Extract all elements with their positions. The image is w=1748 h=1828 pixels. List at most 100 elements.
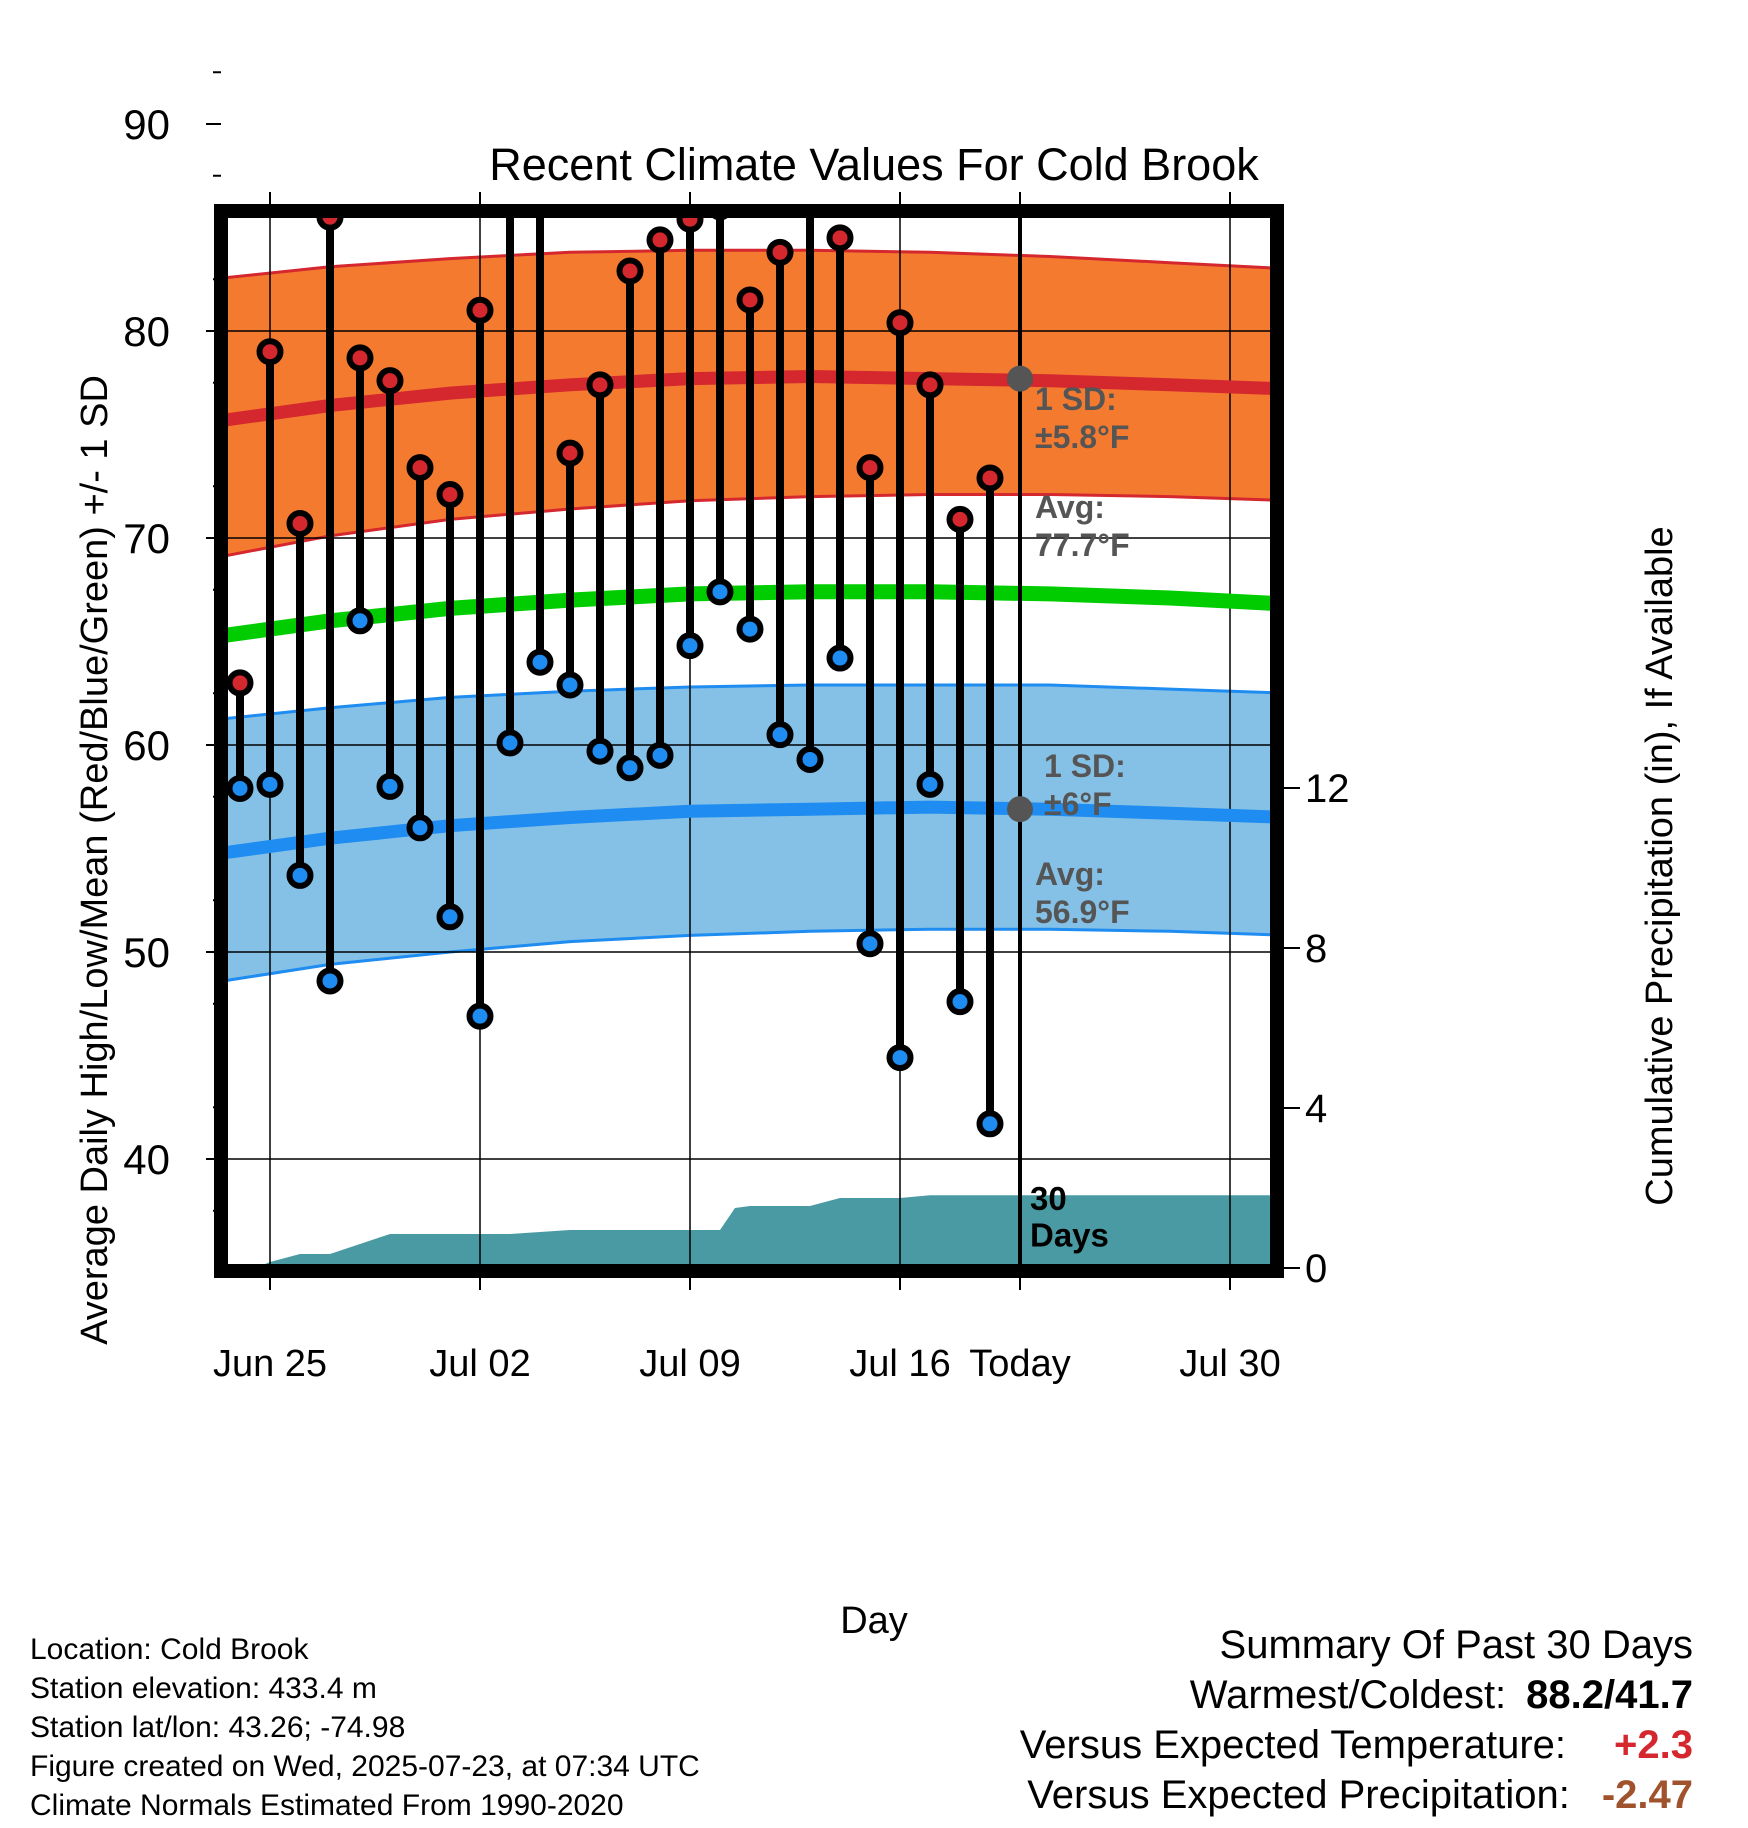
x-tick-label: Jul 30 xyxy=(1179,1343,1280,1385)
y-tick-label: 70 xyxy=(123,515,170,562)
daily-low-point xyxy=(826,644,854,672)
daily-low-point xyxy=(346,607,374,635)
daily-low-point xyxy=(526,648,554,676)
y-tick-label: 40 xyxy=(123,1136,170,1183)
daily-low-point xyxy=(256,770,284,798)
daily-low-point xyxy=(916,770,944,798)
daily-high-point xyxy=(406,454,434,482)
y2-tick-label: 0 xyxy=(1305,1247,1327,1291)
x-tick-label: Jul 16 xyxy=(849,1343,950,1385)
daily-low-point xyxy=(316,967,344,995)
high-avg-annotation: Avg: 77.7°F xyxy=(1035,489,1130,563)
daily-low-point xyxy=(226,774,254,802)
daily-high-point xyxy=(256,338,284,366)
precip-anomaly-value: -2.47 xyxy=(1601,1773,1693,1817)
summary-panel: Summary Of Past 30 Days Warmest/Coldest:… xyxy=(1020,1620,1693,1820)
daily-high-point xyxy=(946,505,974,533)
daily-high-point xyxy=(586,371,614,399)
daily-high-point xyxy=(376,367,404,395)
daily-low-point xyxy=(586,737,614,765)
station-info: Location: Cold Brook Station elevation: … xyxy=(30,1630,700,1825)
y-tick-label: 90 xyxy=(123,101,170,148)
today-low-avg-marker xyxy=(1007,796,1033,823)
temp-anomaly-label: Versus Expected Temperature: xyxy=(1019,1723,1567,1767)
daily-high-point xyxy=(556,439,584,467)
precip-area xyxy=(225,1195,1275,1268)
today-high-avg-marker xyxy=(1007,365,1033,392)
daily-high-point xyxy=(346,344,374,372)
daily-high-point xyxy=(826,224,854,252)
y-tick-label: 50 xyxy=(123,929,170,976)
daily-low-point xyxy=(886,1044,914,1072)
daily-low-point xyxy=(796,745,824,773)
daily-high-point xyxy=(916,371,944,399)
plot-clip-group: 1 SD: ±5.8°F Avg: 77.7°F 1 SD: ±6°F Avg: 56.9°F… xyxy=(110,161,1275,1268)
precip-anomaly-label: Versus Expected Precipitation: xyxy=(1027,1773,1570,1817)
y-axis-label: Average Daily High/Low/Mean (Red/Blue/Gr… xyxy=(74,375,116,1345)
temp-anomaly-value: +2.3 xyxy=(1614,1723,1693,1767)
daily-high-point xyxy=(646,226,674,254)
daily-high-point xyxy=(226,669,254,697)
chart-title: Recent Climate Values For Cold Brook xyxy=(489,139,1259,190)
daily-low-point xyxy=(976,1110,1004,1138)
high-sd-annotation: 1 SD: ±5.8°F xyxy=(1035,381,1129,455)
x-axis-label: Day xyxy=(840,1600,908,1642)
y2-axis-label: Cumulative Precipitation (in), If Availa… xyxy=(1639,526,1681,1205)
y-tick-label: 80 xyxy=(123,308,170,355)
daily-high-point xyxy=(140,161,161,182)
daily-low-point xyxy=(736,615,764,643)
warm-cold-row: Warmest/Coldest: 88.2/41.7 xyxy=(1020,1670,1693,1720)
daily-low-point xyxy=(170,683,191,704)
daily-low-point xyxy=(556,671,584,699)
daily-low-point xyxy=(616,754,644,782)
y2-tick-label: 8 xyxy=(1305,927,1327,971)
low-avg-line xyxy=(225,800,1275,860)
created-text: Figure created on Wed, 2025-07-23, at 07… xyxy=(30,1750,700,1783)
elevation-text: Station elevation: 433.4 m xyxy=(30,1672,377,1705)
daily-low-point xyxy=(646,741,674,769)
daily-low-point xyxy=(286,861,314,889)
daily-low-point xyxy=(496,729,524,757)
plot-area: 1 SD: ±5.8°F Avg: 77.7°F 1 SD: ±6°F Avg: 56.9°F… xyxy=(110,71,1350,1385)
daily-high-point xyxy=(976,464,1004,492)
daily-low-point xyxy=(856,930,884,958)
precip-anomaly-row: Versus Expected Precipitation: -2.47 xyxy=(1020,1770,1693,1820)
daily-high-point xyxy=(616,257,644,285)
daily-high-point xyxy=(736,286,764,314)
warm-cold-value: 88.2/41.7 xyxy=(1526,1673,1693,1717)
plot-frame xyxy=(214,204,1284,1278)
y2-tick-label: 4 xyxy=(1305,1087,1327,1131)
daily-low-point xyxy=(140,621,161,642)
y2-tick-label: 12 xyxy=(1305,767,1350,811)
daily-low-point xyxy=(406,814,434,842)
low-avg-annotation: Avg: 56.9°F xyxy=(1035,856,1130,930)
daily-high-point xyxy=(170,260,191,281)
daily-low-point xyxy=(766,721,794,749)
daily-low-point xyxy=(706,578,734,606)
daily-high-point xyxy=(766,238,794,266)
summary-title: Summary Of Past 30 Days xyxy=(1219,1623,1693,1667)
latlon-text: Station lat/lon: 43.26; -74.98 xyxy=(30,1711,406,1744)
daily-low-point xyxy=(436,903,464,931)
daily-high-point xyxy=(286,510,314,538)
warm-cold-label: Warmest/Coldest: xyxy=(1189,1673,1507,1717)
daily-low-point xyxy=(946,988,974,1016)
temp-anomaly-row: Versus Expected Temperature: +2.3 xyxy=(1020,1720,1693,1770)
daily-high-point xyxy=(886,309,914,337)
daily-high-point xyxy=(110,163,131,184)
low-sd-band xyxy=(225,685,1275,981)
daily-low-point xyxy=(676,632,704,660)
x-tick-label: Jul 02 xyxy=(429,1343,530,1385)
daily-high-point xyxy=(466,296,494,324)
x-tick-label: Today xyxy=(969,1343,1070,1385)
daily-low-point xyxy=(466,1002,494,1030)
daily-low-point xyxy=(376,772,404,800)
x-tick-label: Jun 25 xyxy=(213,1343,327,1385)
normals-text: Climate Normals Estimated From 1990-2020 xyxy=(30,1789,624,1822)
low-sd-annotation: 1 SD: ±6°F xyxy=(1044,748,1126,822)
y-tick-label: 60 xyxy=(123,722,170,769)
x-tick-label: Jul 09 xyxy=(639,1343,740,1385)
daily-high-point xyxy=(436,481,464,509)
daily-high-point xyxy=(856,454,884,482)
